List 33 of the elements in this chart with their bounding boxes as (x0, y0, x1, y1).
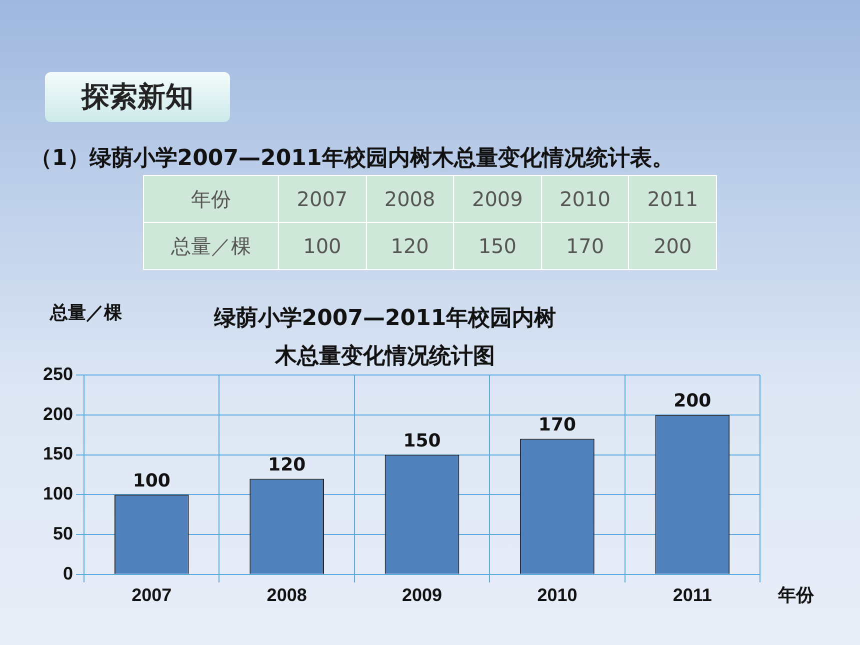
y-tick-label: 50 (53, 523, 74, 544)
data-label: 200 (674, 390, 712, 412)
data-label: 120 (268, 454, 306, 476)
text: 年份 (190, 186, 231, 210)
y-axis-title: 总量／棵 (49, 302, 123, 324)
text: 探索新知 (45, 72, 230, 122)
category-label: 2010 (560, 187, 610, 211)
data-label: 100 (132, 470, 170, 492)
text: 170 (541, 222, 629, 270)
x-tick-label: 2011 (672, 585, 712, 606)
text: 120 (366, 222, 454, 270)
text: （1）绿荫小学2007—2011年校园内树木总量变化情况统计表。 (30, 144, 674, 173)
x-tick-label: 2007 (132, 585, 172, 606)
x-tick-label: 2010 (537, 585, 578, 606)
category-label: 2007 (296, 187, 348, 211)
data-label: 170 (538, 414, 576, 436)
category-label: 2008 (384, 187, 436, 211)
y-tick-label: 100 (42, 484, 74, 504)
text: 100 (278, 222, 366, 270)
data-label: 150 (403, 430, 441, 452)
x-tick-label: 2008 (266, 585, 307, 606)
text: 200 (628, 222, 716, 270)
y-tick-label: 200 (42, 404, 74, 424)
text: 总量／棵 (170, 234, 251, 258)
category-label: 2011 (647, 187, 698, 211)
category-label: 2009 (472, 187, 523, 211)
y-tick-label: 150 (42, 444, 74, 464)
text: 150 (454, 222, 542, 270)
y-tick-label: 0 (63, 563, 74, 584)
x-tick-label: 2009 (402, 585, 442, 606)
chart-title: 绿荫小学2007—2011年校园内树木总量变化情况统计图 (212, 305, 558, 371)
y-tick-label: 250 (42, 364, 74, 384)
x-axis-title: 年份 (777, 585, 815, 606)
